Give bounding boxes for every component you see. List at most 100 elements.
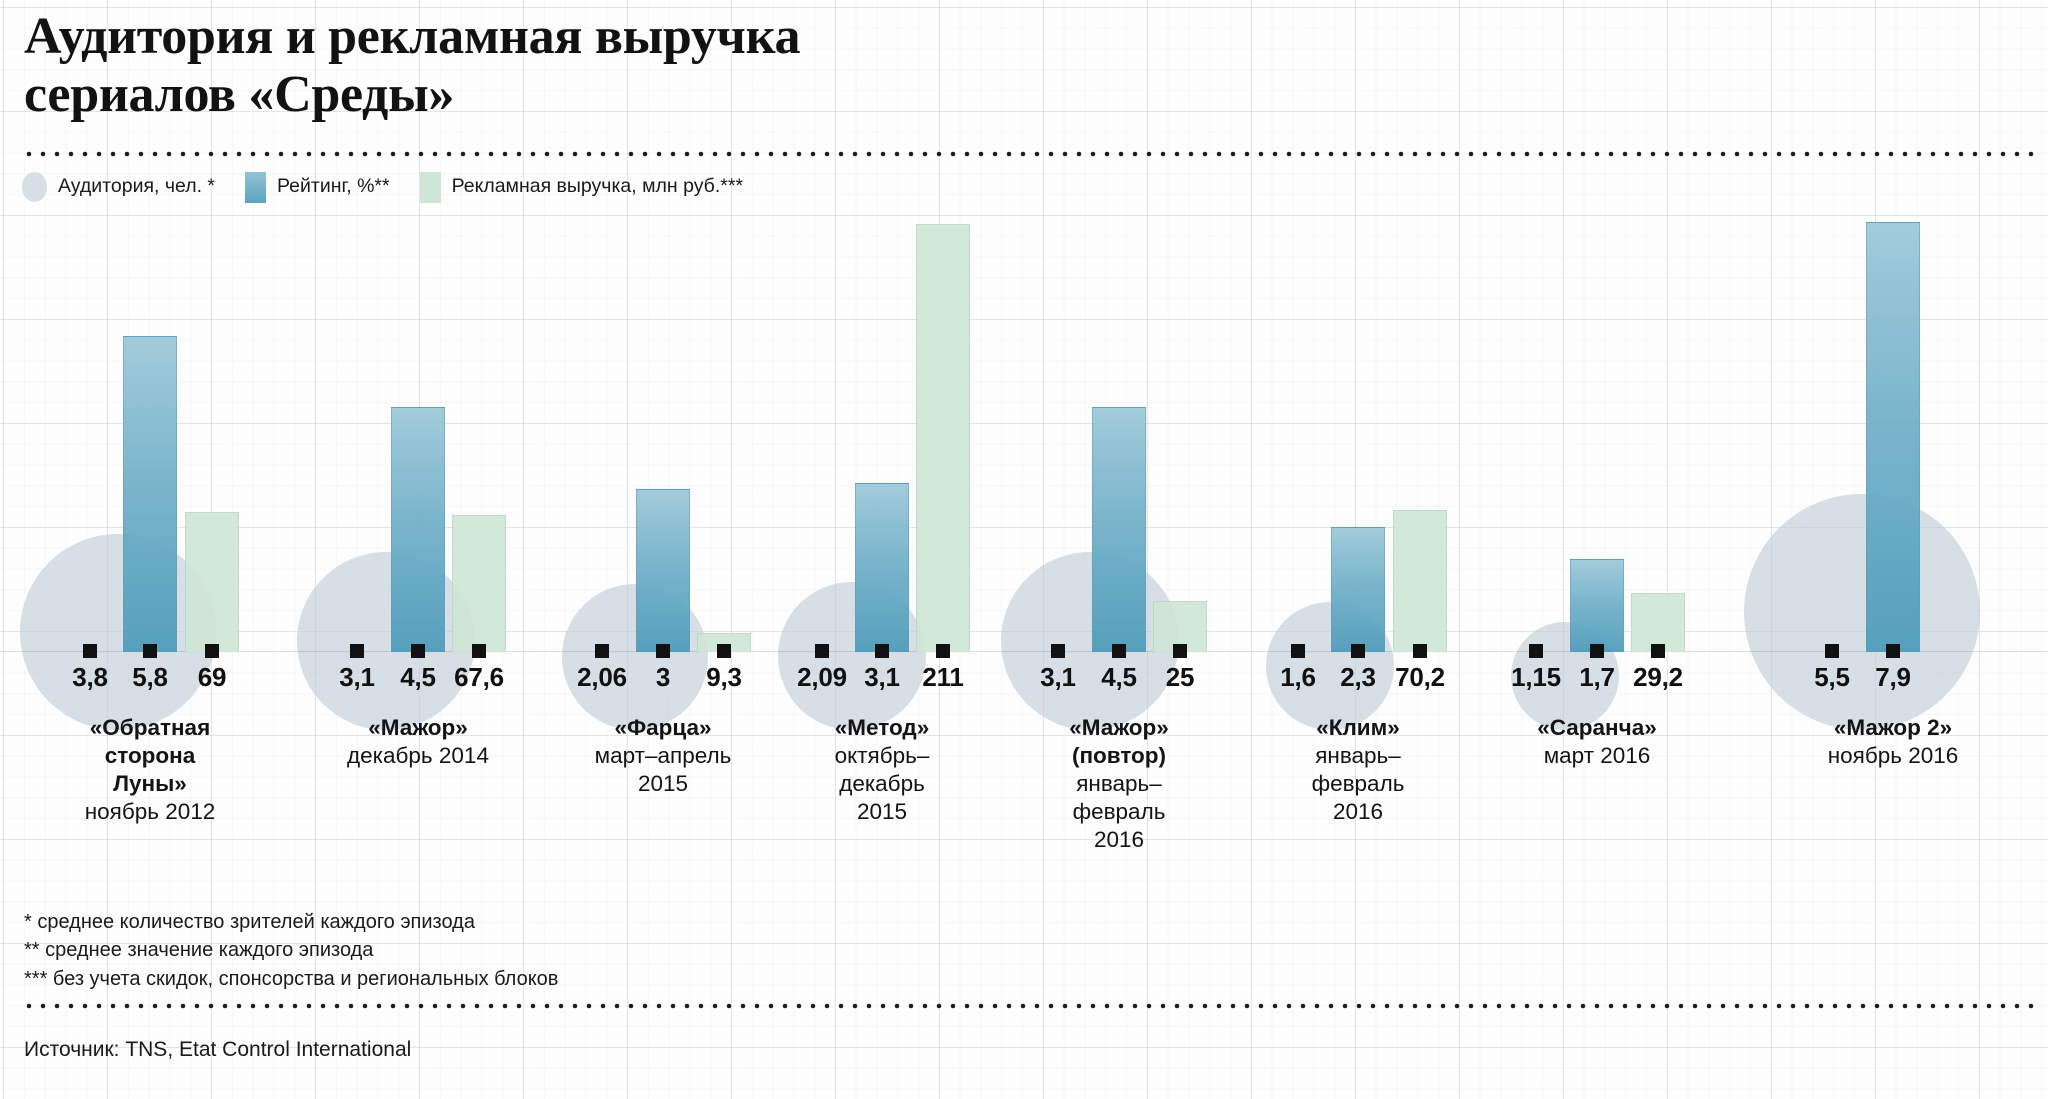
revenue-bar <box>1153 601 1207 652</box>
rating-bar <box>123 336 177 652</box>
legend-item-audience: Аудитория, чел. * <box>22 172 215 202</box>
green-bar-swatch-icon <box>419 171 441 203</box>
category-label: «Саранча» март 2016 <box>1472 714 1722 770</box>
value-marker <box>1590 644 1604 658</box>
value-marker <box>595 644 609 658</box>
value-label: 211 <box>922 662 964 692</box>
value-label: 3,8 <box>72 662 108 692</box>
value-label: 25 <box>1165 662 1195 692</box>
value-marker <box>205 644 219 658</box>
category-period: март–апрель 2015 <box>594 742 732 796</box>
value-marker <box>411 644 425 658</box>
category-label: «Мажор 2» ноябрь 2016 <box>1768 714 2018 770</box>
category-name: «Мажор» <box>368 715 468 740</box>
value-label: 69 <box>197 662 227 692</box>
value-marker <box>1291 644 1305 658</box>
footnote-1: * среднее количество зрителей каждого эп… <box>24 911 475 933</box>
legend-label-audience: Аудитория, чел. * <box>58 175 216 198</box>
divider-dotted-bottom <box>22 1002 2034 1010</box>
value-label: 3,1 <box>339 662 375 692</box>
rating-bar <box>1570 559 1624 652</box>
revenue-bar <box>697 633 751 652</box>
value-label: 2,3 <box>1340 662 1376 692</box>
rating-bar <box>855 483 909 652</box>
revenue-bar <box>1393 510 1447 652</box>
value-label: 4,5 <box>1101 662 1137 692</box>
source-line: Источник: TNS, Etat Control Internationa… <box>24 1038 412 1061</box>
category-name: «Мажор 2» <box>1833 715 1953 740</box>
value-marker <box>936 644 950 658</box>
category-name: «Фарца» <box>614 715 712 740</box>
category-label: «Обратная сторона Луны» ноябрь 2012 <box>25 714 275 826</box>
audience-bubble <box>20 534 216 730</box>
category-label: «Метод» октябрь– декабрь 2015 <box>757 714 1007 826</box>
value-marker <box>1886 644 1900 658</box>
revenue-bar <box>1631 593 1685 652</box>
value-label: 70,2 <box>1395 662 1445 692</box>
circle-swatch-icon <box>22 172 47 202</box>
title-line-2: сериалов «Среды» <box>24 66 455 124</box>
category-name: «Саранча» <box>1537 715 1657 740</box>
value-label: 67,6 <box>454 662 504 692</box>
category-label: «Клим» январь– февраль 2016 <box>1233 714 1483 826</box>
value-marker <box>1413 644 1427 658</box>
category-name: «Мажор» (повтор) <box>1069 715 1169 768</box>
value-label: 5,5 <box>1814 662 1850 692</box>
category-label: «Мажор» (повтор) январь– февраль 2016 <box>994 714 1244 853</box>
legend-item-revenue: Рекламная выручка, млн руб.*** <box>419 171 743 203</box>
value-marker <box>875 644 889 658</box>
chart-category-labels: «Обратная сторона Луны» ноябрь 2012 «Мажор… <box>0 714 2048 894</box>
value-marker <box>815 644 829 658</box>
value-marker <box>1529 644 1543 658</box>
divider-dotted-top <box>22 150 2034 158</box>
category-name: «Обратная сторона Луны» <box>89 715 211 796</box>
category-period: декабрь 2014 <box>347 742 489 768</box>
rating-bar <box>1092 407 1146 652</box>
value-marker <box>1051 644 1065 658</box>
value-label: 9,3 <box>706 662 742 692</box>
value-marker <box>143 644 157 658</box>
rating-bar <box>1866 222 1920 652</box>
chart-plot-area <box>0 214 2048 730</box>
rating-bar <box>636 489 690 652</box>
legend-label-rating: Рейтинг, %** <box>277 175 390 198</box>
page-title: Аудитория и рекламная выручка сериалов «… <box>24 8 1224 124</box>
audience-bubble <box>297 552 475 730</box>
value-label: 2,06 <box>577 662 627 692</box>
value-label: 4,5 <box>400 662 436 692</box>
footnote-2: ** среднее значение каждого эпизода <box>24 939 374 962</box>
category-period: январь– февраль 2016 <box>1311 742 1405 824</box>
value-label: 3 <box>655 662 671 692</box>
category-period: январь– февраль 2016 <box>1072 770 1166 852</box>
category-label: «Мажор» декабрь 2014 <box>293 714 543 770</box>
value-marker <box>83 644 97 658</box>
category-period: ноябрь 2012 <box>84 798 216 824</box>
value-label: 3,1 <box>1040 662 1076 692</box>
category-period: ноябрь 2016 <box>1827 742 1959 768</box>
value-label: 7,9 <box>1875 662 1911 692</box>
audience-bubble <box>1744 494 1980 730</box>
blue-bar-swatch-icon <box>245 171 267 203</box>
value-marker <box>350 644 364 658</box>
category-name: «Метод» <box>834 715 930 740</box>
value-marker <box>656 644 670 658</box>
category-period: март 2016 <box>1543 742 1651 768</box>
category-name: «Клим» <box>1316 715 1400 740</box>
rating-bar <box>391 407 445 652</box>
revenue-bar <box>916 224 970 652</box>
value-marker <box>1651 644 1665 658</box>
value-marker <box>1173 644 1187 658</box>
chart-value-labels: 3,8 5,8 69 3,1 4,5 67,6 2,06 3 9,3 2,09 3,1 211 3,1 4… <box>0 644 2048 706</box>
revenue-bar <box>452 515 506 652</box>
value-marker <box>717 644 731 658</box>
value-label: 2,09 <box>797 662 847 692</box>
value-label: 1,7 <box>1579 662 1615 692</box>
footnote-3: *** без учета скидок, спонсорства и реги… <box>24 967 559 990</box>
value-label: 1,6 <box>1280 662 1316 692</box>
value-marker <box>472 644 486 658</box>
category-label: «Фарца» март–апрель 2015 <box>538 714 788 798</box>
value-marker <box>1825 644 1839 658</box>
value-marker <box>1351 644 1365 658</box>
rating-bar <box>1331 527 1385 652</box>
